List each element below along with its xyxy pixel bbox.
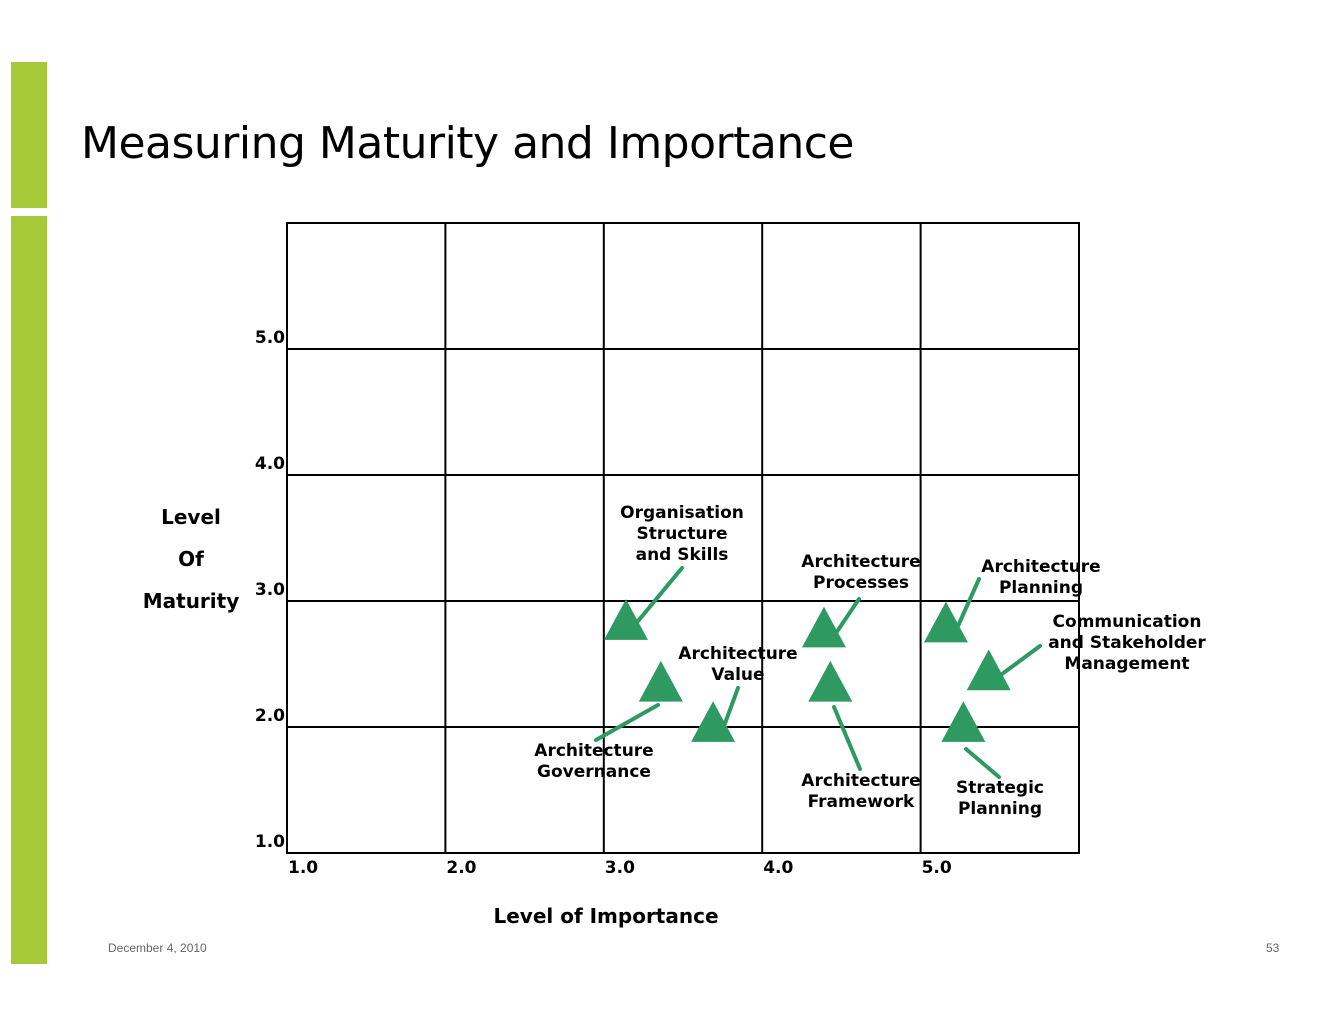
data-markers	[603, 599, 1011, 742]
x-tick-label: 3.0	[605, 858, 635, 878]
x-axis-label: Level of Importance	[493, 904, 718, 928]
slide-title: Measuring Maturity and Importance	[81, 118, 855, 169]
annotation-arrow	[832, 597, 861, 638]
x-tick-label: 4.0	[763, 858, 793, 878]
y-axis-label: Level Of Maturity	[143, 505, 240, 613]
slide-date: December 4, 2010	[108, 941, 207, 955]
annotation-arrows	[594, 566, 1042, 779]
annotation-arrow	[632, 566, 684, 628]
annotation-arrow	[996, 644, 1042, 679]
annotation-arrow	[956, 577, 981, 628]
data-label: Organisation Structure and Skills	[620, 503, 744, 565]
data-marker-triangle	[603, 599, 648, 640]
data-marker-triangle	[801, 606, 846, 648]
annotation-arrow	[832, 705, 862, 771]
annotation-arrow	[594, 703, 660, 742]
data-marker-triangle	[691, 701, 736, 742]
y-tick-label: 1.0	[255, 832, 285, 852]
data-labels: Organisation Structure and Skills Architect…	[534, 503, 1206, 819]
data-label: Architecture Planning	[981, 557, 1100, 598]
data-label: Communication and Stakeholder Management	[1048, 612, 1206, 674]
accent-bar-bottom	[11, 216, 47, 964]
data-label: Architecture Value	[678, 644, 797, 685]
data-marker-triangle	[966, 649, 1011, 691]
data-label: Architecture Framework	[801, 771, 920, 812]
data-marker-triangle	[923, 601, 968, 643]
x-tick-label: 1.0	[288, 858, 318, 878]
data-marker-triangle	[941, 701, 986, 742]
y-axis-ticks: 1.0 2.0 3.0 4.0 5.0	[255, 328, 285, 852]
accent-bar-top	[11, 62, 47, 208]
x-tick-label: 2.0	[446, 858, 476, 878]
chart-grid	[286, 222, 1080, 854]
y-axis-label-line: Maturity	[143, 589, 240, 613]
plot-frame	[286, 222, 1080, 854]
y-tick-label: 4.0	[255, 454, 285, 474]
y-tick-label: 2.0	[255, 706, 285, 726]
data-marker-triangle	[638, 660, 683, 702]
y-axis-label-line: Level	[161, 505, 221, 529]
y-tick-label: 3.0	[255, 580, 285, 600]
data-label: Architecture Processes	[801, 552, 920, 593]
data-label: Strategic Planning	[956, 778, 1044, 819]
slide-page-number: 53	[1266, 941, 1280, 955]
annotation-arrow	[964, 747, 1001, 779]
x-axis-ticks: 1.0 2.0 3.0 4.0 5.0	[288, 858, 952, 878]
annotation-arrow	[722, 686, 740, 728]
data-marker-triangle	[808, 660, 853, 702]
x-tick-label: 5.0	[922, 858, 952, 878]
y-axis-label-line: Of	[178, 547, 204, 571]
data-label: Architecture Governance	[534, 741, 653, 782]
y-tick-label: 5.0	[255, 328, 285, 348]
